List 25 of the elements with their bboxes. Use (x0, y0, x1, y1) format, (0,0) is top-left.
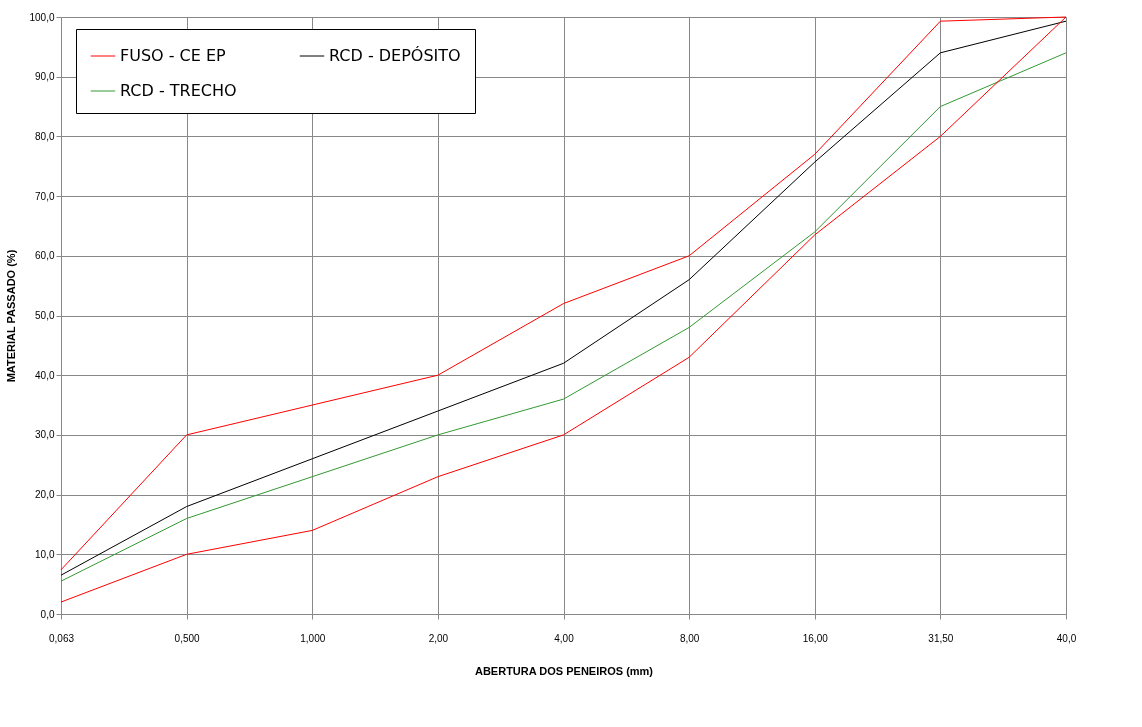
x-tick-label: 0,063 (48, 632, 75, 644)
y-tick-label: 40,0 (35, 369, 55, 381)
x-tick-label: 0,500 (174, 632, 201, 644)
x-tick-label: 31,50 (928, 632, 954, 644)
x-tick-label: 1,000 (300, 632, 326, 644)
y-tick-label: 0,0 (40, 608, 55, 620)
y-tick-label: 10,0 (35, 548, 55, 560)
y-tick-label: 70,0 (35, 190, 55, 202)
x-tick-label: 40,0 (1056, 632, 1077, 644)
y-tick-label: 60,0 (35, 250, 55, 262)
x-tick-label: 2,00 (428, 632, 449, 644)
x-tick-label: 16,00 (802, 632, 829, 644)
legend-label: RCD - TRECHO (120, 81, 237, 100)
x-tick-label: 8,00 (679, 632, 700, 644)
x-axis-title: ABERTURA DOS PENEIROS (mm) (474, 664, 654, 677)
y-tick-label: 100,0 (29, 11, 55, 23)
legend-label: FUSO - CE EP (120, 46, 227, 65)
y-tick-label: 30,0 (35, 429, 55, 441)
y-tick-label: 90,0 (35, 71, 55, 83)
y-tick-label: 20,0 (35, 489, 55, 501)
y-axis-title: MATERIAL PASSADO (%) (5, 249, 18, 383)
y-tick-label: 50,0 (35, 310, 55, 321)
legend-label: RCD - DEPÓSITO (329, 46, 461, 65)
y-tick-label: 80,0 (35, 130, 55, 142)
x-tick-label: 4,00 (554, 632, 575, 644)
